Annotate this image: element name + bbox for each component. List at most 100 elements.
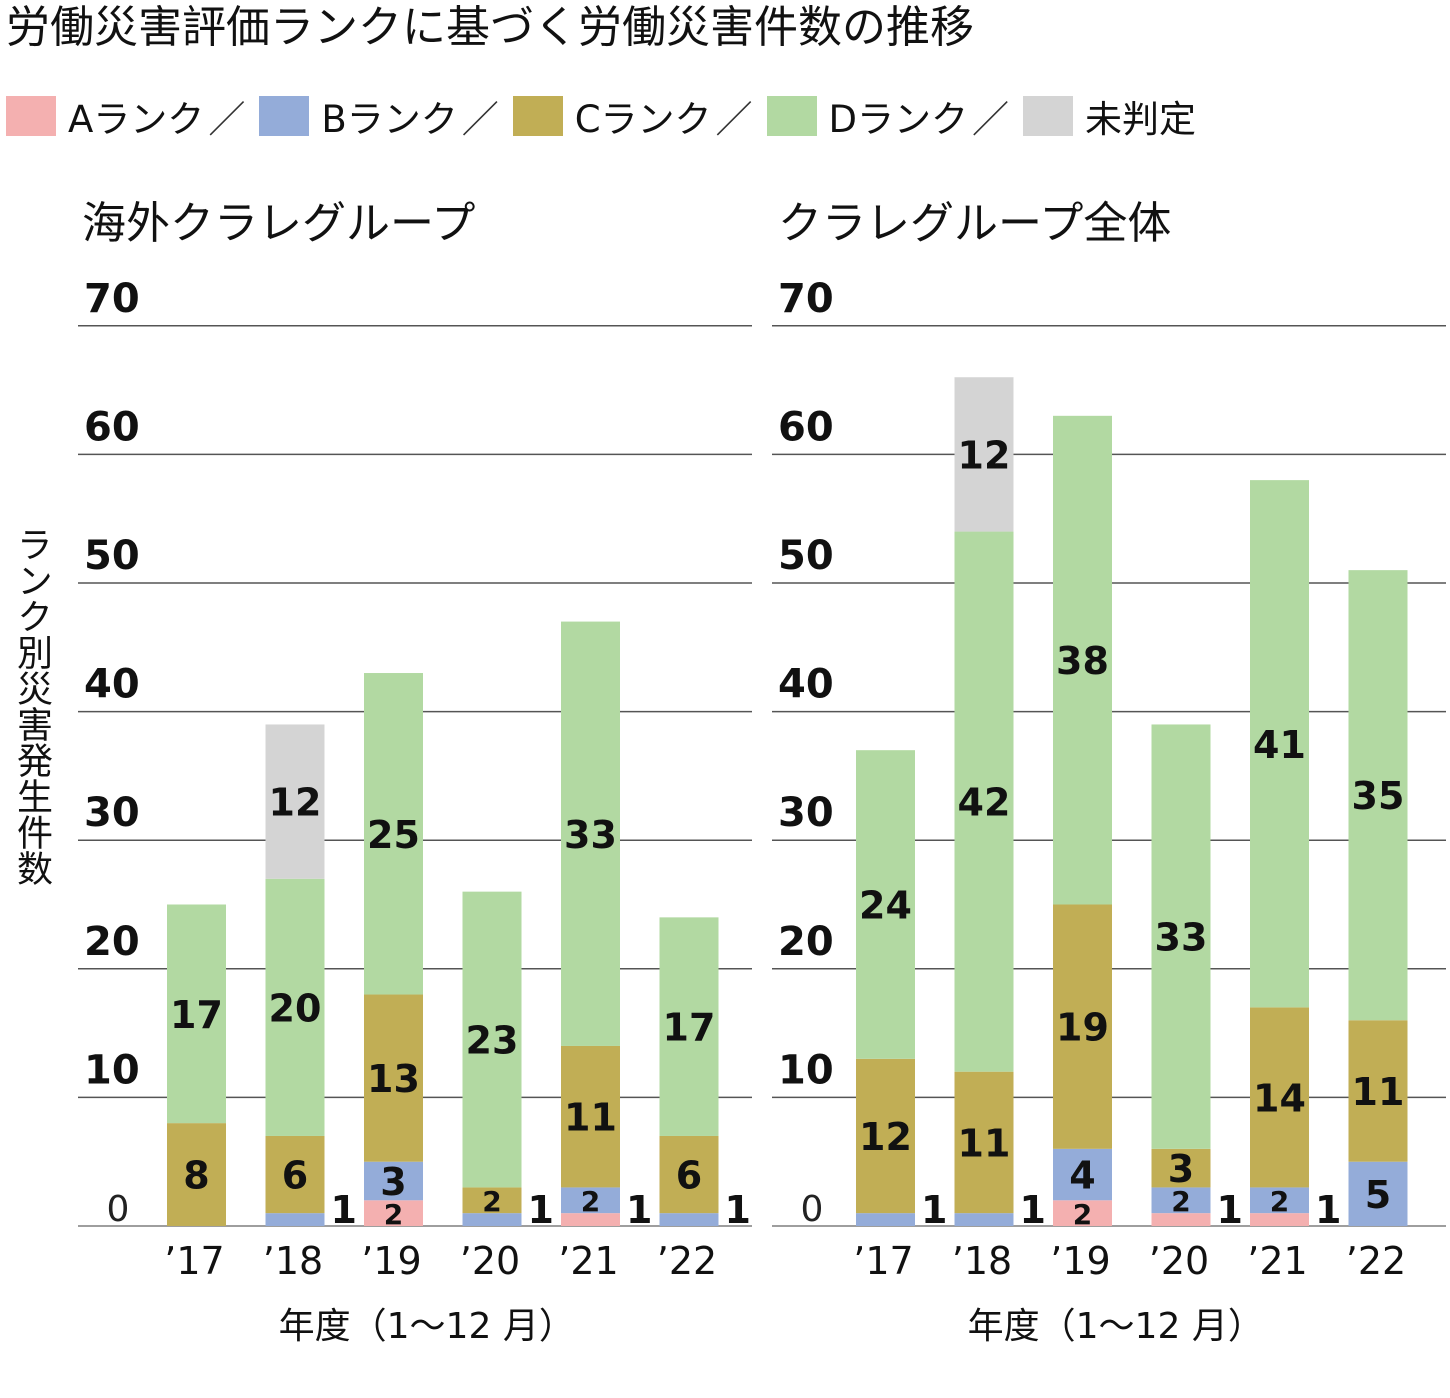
legend-separator: ／ — [715, 98, 753, 141]
legend-item-a-rank: Aランク ／ — [6, 89, 259, 143]
x-tick-label: ’21 — [558, 1239, 618, 1283]
bar-segment-Aランク — [561, 1213, 620, 1226]
y-tick-label: 50 — [778, 533, 834, 579]
bar-segment-Dランク — [364, 673, 423, 995]
bar-segment-Dランク — [167, 904, 226, 1124]
bar-segment-Bランク — [265, 1213, 325, 1226]
y-tick-label: 50 — [84, 533, 140, 579]
bar-segment-Bランク — [561, 1187, 620, 1214]
x-tick-label: ’20 — [1149, 1239, 1209, 1283]
legend-separator: ／ — [208, 98, 246, 141]
y-tick-label: 70 — [778, 276, 834, 322]
legend-swatch-a-rank — [6, 96, 56, 136]
legend-item-undetermined: 未判定 — [1023, 89, 1200, 143]
y-tick-label: 0 — [107, 1189, 130, 1230]
legend-label-d-rank: Dランク — [828, 98, 969, 141]
bar-segment-未判定 — [265, 724, 325, 879]
bar-segment-Cランク — [1250, 1007, 1309, 1188]
y-tick-label: 10 — [778, 1047, 834, 1093]
legend-separator: ／ — [461, 98, 499, 141]
data-label: 11 — [1352, 1070, 1405, 1114]
bar-segment-Cランク — [1151, 1148, 1211, 1188]
x-tick-label: ’22 — [1346, 1239, 1406, 1283]
data-label: 38 — [1056, 639, 1109, 683]
data-label: 11 — [564, 1096, 617, 1140]
bar-segment-Dランク — [954, 531, 1014, 1072]
bar-segment-Cランク — [561, 1045, 620, 1188]
x-tick-label: ’20 — [460, 1239, 520, 1283]
data-label: 13 — [367, 1057, 420, 1101]
y-tick-label: 40 — [84, 662, 140, 708]
data-label: 1 — [1315, 1188, 1341, 1232]
bar-segment-Bランク — [1348, 1161, 1408, 1226]
data-label: 1 — [725, 1188, 751, 1232]
legend-swatch-c-rank — [512, 96, 563, 136]
bar-segment-Bランク — [1250, 1187, 1309, 1214]
bar-segment-Dランク — [1250, 480, 1309, 1008]
data-label: 35 — [1352, 774, 1405, 818]
data-label: 1 — [528, 1188, 554, 1232]
legend-separator: ／ — [972, 98, 1010, 141]
y-axis-title: ランク別災害発生件数 — [11, 526, 52, 886]
bar-segment-Dランク — [856, 750, 915, 1059]
x-tick-label: ’18 — [952, 1239, 1012, 1283]
bar-segment-Bランク — [462, 1213, 522, 1226]
data-label: 24 — [859, 884, 912, 928]
data-label: 33 — [1155, 916, 1208, 960]
legend-label-b-rank: Bランク — [321, 98, 458, 141]
bar-segment-Cランク — [364, 994, 423, 1162]
y-tick-label: 10 — [84, 1047, 140, 1093]
data-label: 42 — [958, 781, 1011, 825]
x-tick-label: ’17 — [853, 1239, 913, 1283]
bar-segment-Aランク — [1250, 1213, 1309, 1226]
legend-swatch-b-rank — [259, 96, 310, 136]
data-label: 5 — [1365, 1173, 1391, 1217]
data-label: 12 — [269, 781, 322, 825]
data-label: 19 — [1056, 1006, 1109, 1050]
bar-segment-Dランク — [561, 621, 620, 1046]
y-tick-label: 60 — [84, 404, 140, 450]
x-tick-label: ’19 — [361, 1239, 421, 1283]
data-label: 12 — [958, 433, 1011, 477]
y-tick-label: 0 — [801, 1189, 824, 1230]
data-label: 1 — [1020, 1188, 1046, 1232]
data-label: 14 — [1253, 1076, 1306, 1120]
legend-label-c-rank: Cランク — [574, 98, 712, 141]
data-label: 33 — [564, 813, 617, 857]
data-label: 1 — [331, 1188, 357, 1232]
legend-label-a-rank: Aランク — [68, 98, 205, 141]
bar-segment-Cランク — [954, 1071, 1014, 1214]
bar-segment-Aランク — [364, 1200, 423, 1226]
x-tick-label: ’17 — [164, 1239, 224, 1283]
bar-segment-Aランク — [1053, 1200, 1112, 1226]
data-label: 41 — [1253, 723, 1306, 767]
bar-segment-Bランク — [954, 1213, 1014, 1226]
legend-item-b-rank: Bランク ／ — [259, 89, 512, 143]
bar-segment-Dランク — [462, 891, 522, 1188]
data-label: 25 — [367, 813, 420, 857]
data-label: 17 — [170, 993, 223, 1037]
panel-title: 海外クラレグループ — [82, 198, 475, 249]
x-tick-label: ’18 — [263, 1239, 323, 1283]
legend: Aランク ／ Bランク ／ Cランク ／ Dランク ／ 未判定 — [6, 89, 1200, 143]
bar-segment-Cランク — [856, 1058, 915, 1214]
bar-segment-Bランク — [659, 1213, 719, 1226]
bar-segment-Dランク — [1348, 570, 1408, 1021]
data-label: 6 — [676, 1154, 702, 1198]
y-tick-label: 20 — [84, 919, 140, 965]
data-label: 20 — [269, 986, 322, 1030]
y-tick-label: 70 — [84, 276, 140, 322]
bar-segment-Dランク — [1151, 724, 1211, 1149]
data-label: 23 — [466, 1019, 519, 1063]
legend-item-d-rank: Dランク ／ — [766, 89, 1024, 143]
legend-swatch-undetermined — [1023, 96, 1074, 136]
data-label: 4 — [1069, 1154, 1095, 1198]
data-label: 2 — [581, 1185, 600, 1218]
bar-segment-Dランク — [659, 917, 719, 1136]
bar-segment-未判定 — [954, 377, 1014, 532]
bar-segment-Cランク — [1348, 1020, 1408, 1162]
bar-segment-Cランク — [265, 1135, 325, 1214]
bar-segment-Bランク — [1151, 1187, 1211, 1214]
panel-title: クラレグループ全体 — [778, 198, 1171, 249]
